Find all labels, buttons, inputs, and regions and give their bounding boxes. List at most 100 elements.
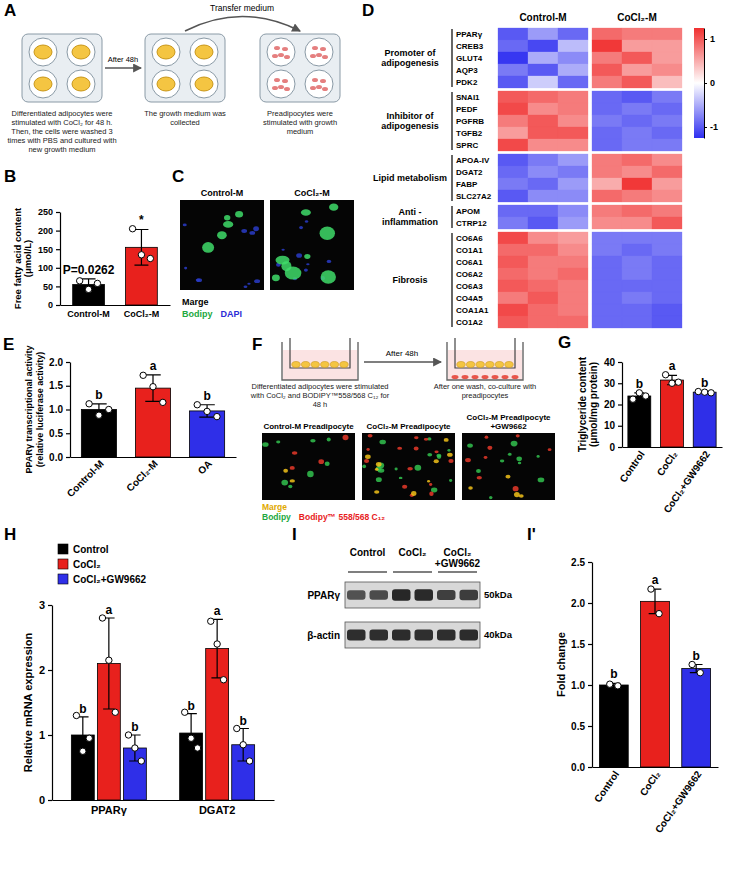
well (267, 70, 295, 98)
heat-cell (558, 91, 588, 103)
heat-cell (652, 268, 682, 280)
axis-title: Relative mRNA expression (22, 632, 34, 772)
stain (468, 486, 473, 490)
stain (465, 458, 471, 462)
tick: 10 (604, 420, 622, 431)
row-label: FABP (456, 180, 478, 189)
heat-cell (592, 76, 622, 88)
bar (599, 685, 628, 767)
column-label: Control-M (519, 12, 566, 23)
blot-band (415, 629, 434, 640)
cells (301, 362, 309, 368)
error-bar (211, 619, 222, 678)
heat-cell (622, 103, 652, 115)
tick-label: 0.0 (571, 762, 585, 773)
heat-cell (652, 154, 682, 166)
x-axis: Control-MCoCl₂-MOA (65, 458, 237, 500)
group-label: Fibrosis (392, 275, 427, 285)
significance-letter: b (95, 388, 102, 402)
micrograph (180, 200, 264, 290)
lane-label: Control (350, 547, 386, 558)
heat-cell (592, 103, 622, 115)
point (85, 286, 91, 292)
group-bracket (451, 155, 452, 201)
blot-band (392, 589, 411, 600)
plate (22, 34, 102, 102)
image-label: Control-M (201, 188, 244, 198)
cells (34, 77, 52, 91)
stain (516, 434, 520, 437)
tick-label: CoCl₂+GW9662 (661, 448, 712, 515)
colorbar-axis: 10-1 (704, 29, 718, 139)
heat-cell (528, 268, 558, 280)
well (447, 342, 523, 380)
tick: DGAT2 (199, 804, 235, 816)
panel-letter: I' (527, 525, 536, 544)
stain (368, 434, 373, 437)
tick: 50 (43, 282, 60, 292)
cells (476, 362, 484, 368)
row-label: PGFRB (456, 117, 484, 126)
stain (288, 485, 292, 489)
stain (224, 215, 230, 220)
stain (448, 459, 453, 463)
cells (157, 77, 175, 91)
heat-cell (528, 292, 558, 304)
point (246, 758, 252, 764)
point (214, 641, 220, 647)
tick: 3 (39, 599, 52, 611)
heat-cell (652, 64, 682, 76)
heat-cell (558, 244, 588, 256)
channel-label: Marge (182, 297, 209, 307)
significance-letter: b (240, 714, 247, 728)
heat-cell (528, 28, 558, 40)
point (132, 745, 138, 751)
channel-label: DAPI (221, 309, 243, 319)
stain (365, 454, 371, 459)
tick: 0.5 (49, 428, 70, 439)
stain (244, 285, 248, 288)
axis-title: Triglyceride content(μmol/mg protein) (577, 356, 600, 452)
row-label: CTRP12 (456, 219, 487, 228)
tick: 40 (604, 357, 622, 368)
stain (184, 267, 187, 270)
axis-line (70, 363, 71, 458)
well (152, 38, 180, 66)
stain (276, 441, 280, 444)
tick-mark (588, 685, 592, 686)
stain (364, 459, 369, 463)
cells (322, 87, 328, 91)
row-label: PPARγ (307, 590, 340, 601)
tick-mark (704, 83, 707, 84)
point (697, 670, 703, 676)
marks (71, 615, 254, 800)
tick: Control-M (67, 309, 110, 319)
blot-strip (345, 582, 480, 608)
axis-line (71, 457, 237, 458)
tick-mark (618, 383, 622, 384)
heat-cell (622, 166, 652, 178)
tick: 100 (38, 263, 60, 273)
stain (537, 455, 540, 458)
row-label: CO6A3 (456, 282, 483, 291)
heat-cell (592, 154, 622, 166)
heat-cell (652, 205, 682, 217)
heat-cell (528, 40, 558, 52)
stain (249, 231, 255, 235)
tick: 1 (39, 729, 52, 741)
heat-cell (622, 28, 652, 40)
tick-label: 100 (38, 263, 53, 273)
blot-band (460, 590, 479, 600)
heat-cell (498, 154, 528, 166)
image-label: CoCl₂-M Preadipocyte+GW9662 (466, 413, 551, 431)
cells (482, 375, 489, 379)
bar-panel: E0.00.51.01.52.0PPARγ transcriptional ac… (3, 335, 237, 499)
significance-letter: a (150, 359, 157, 373)
stain (299, 226, 303, 229)
significance-letter: b (610, 667, 617, 681)
stain (476, 469, 481, 473)
heat-cell (498, 217, 528, 229)
cells (195, 45, 213, 59)
cells (321, 362, 329, 368)
error-bar (199, 405, 214, 417)
